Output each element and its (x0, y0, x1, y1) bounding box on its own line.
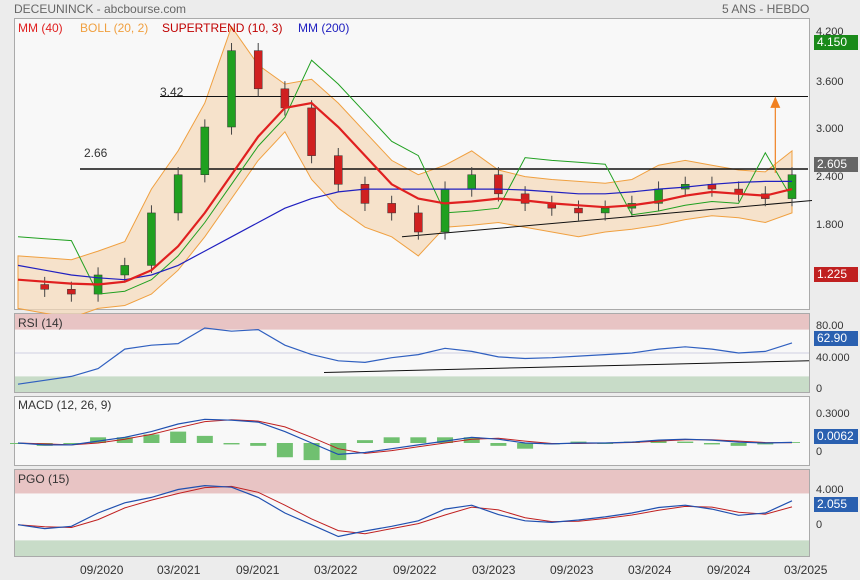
macd-histogram-bar (223, 443, 240, 445)
macd-histogram-bar (570, 441, 587, 443)
chart-title: DECEUNINCK - abcbourse.com (14, 2, 187, 16)
date-label: 09/2021 (236, 563, 280, 577)
macd-axis-label: 0 (816, 446, 823, 458)
macd-histogram-bar (383, 437, 400, 443)
candle-body (520, 193, 530, 204)
macd-histogram-bar (463, 437, 480, 443)
macd-signal-line (17, 419, 793, 454)
ma40-line (17, 101, 793, 286)
macd-histogram-bar (116, 437, 133, 443)
macd-histogram-bar (303, 443, 320, 461)
macd-histogram-bar (250, 443, 267, 446)
date-label: 03/2023 (472, 563, 516, 577)
legend-boll: BOLL (20, 2) (80, 21, 149, 35)
price-axis-label: 2.400 (816, 171, 844, 183)
price-axis-label: 3.600 (816, 76, 844, 88)
candle-body (67, 289, 76, 295)
date-label: 09/2024 (707, 563, 751, 577)
macd-histogram-bar (356, 440, 373, 443)
candle-body (227, 50, 236, 128)
macd-histogram-bar (276, 443, 293, 458)
chart-period: 5 ANS - HEBDO (722, 2, 810, 16)
candle-body (574, 207, 583, 214)
macd-histogram-bar (703, 443, 720, 445)
candle-body (440, 188, 450, 233)
macd-line (17, 418, 793, 456)
macd-histogram-bar (437, 437, 454, 443)
candle-body (787, 174, 797, 199)
candle-body (200, 126, 210, 175)
macd-histogram-bar (517, 443, 534, 449)
candle-body (253, 50, 263, 90)
price-low-tag: 1.225 (814, 267, 858, 282)
candle-body (307, 107, 316, 156)
candle-body (360, 184, 370, 204)
macd-histogram-bar (490, 443, 507, 446)
macd-histogram-bar (730, 443, 747, 446)
pgo-value-tag: 2.055 (814, 497, 858, 512)
macd-label: MACD (12, 26, 9) (18, 398, 112, 412)
ma200-line (17, 180, 792, 281)
rsi-oversold-zone (15, 376, 809, 392)
candle-body (280, 88, 290, 109)
bollinger-band (17, 25, 793, 319)
legend-ma200: MM (200) (298, 21, 350, 35)
pgo-line (17, 484, 793, 538)
rsi-value-tag: 62.90 (814, 331, 858, 346)
candle-body (147, 212, 156, 266)
pgo-axis-label: 0 (816, 519, 823, 531)
macd-histogram-bar (757, 443, 774, 445)
macd-value-tag: 0.0062 (814, 429, 858, 444)
macd-histogram-bar (143, 434, 160, 443)
candle-body (494, 174, 503, 195)
price-axis-label: 1.800 (816, 219, 844, 231)
date-label: 09/2020 (80, 563, 124, 577)
date-label: 09/2022 (393, 563, 437, 577)
date-label: 03/2022 (314, 563, 358, 577)
price-axis-label: 3.000 (816, 123, 844, 135)
rsi-overbought-zone (15, 314, 809, 330)
candle-body (120, 265, 130, 276)
candle-body (467, 174, 476, 190)
price-last-tag: 2.605 (814, 157, 858, 172)
candle-body (173, 174, 183, 214)
candle-body (334, 155, 343, 185)
macd-histogram-bar (677, 441, 694, 443)
candle-body (40, 284, 49, 290)
date-label: 03/2025 (784, 563, 828, 577)
legend-ma40: MM (40) (18, 21, 63, 35)
date-label: 03/2024 (628, 563, 672, 577)
resistance-label-266: 2.66 (84, 146, 108, 160)
pgo-upper-zone (15, 470, 809, 494)
candle-body (387, 203, 396, 214)
resistance-label-342: 3.42 (160, 85, 184, 99)
rsi-axis-label: 0 (816, 383, 823, 395)
pgo-signal-line (17, 485, 793, 535)
date-label: 03/2021 (157, 563, 201, 577)
rsi-line (17, 327, 793, 385)
rsi-axis-label: 80.00 (816, 320, 844, 332)
legend-supertrend: SUPERTREND (10, 3) (162, 21, 283, 35)
macd-histogram-bar (90, 437, 107, 443)
macd-histogram-bar (410, 437, 427, 443)
supertrend-line (17, 59, 793, 295)
candle-body (414, 212, 423, 233)
pgo-lower-zone (15, 540, 809, 556)
rsi-label: RSI (14) (18, 316, 63, 330)
candle-body (600, 207, 610, 214)
pgo-label: PGO (15) (18, 472, 70, 486)
target-arrow-head (770, 96, 781, 108)
macd-axis-label: 0.3000 (816, 408, 850, 420)
price-high-tag: 4.150 (814, 35, 858, 50)
macd-histogram-bar (170, 431, 187, 443)
macd-histogram-bar (196, 435, 213, 443)
rsi-axis-label: 40.000 (816, 352, 850, 364)
macd-histogram-bar (63, 443, 80, 444)
rsi-trendline (323, 360, 810, 373)
macd-panel (14, 396, 810, 466)
date-label: 09/2023 (550, 563, 594, 577)
support-trendline (401, 200, 813, 238)
pgo-axis-label: 4.000 (816, 484, 844, 496)
